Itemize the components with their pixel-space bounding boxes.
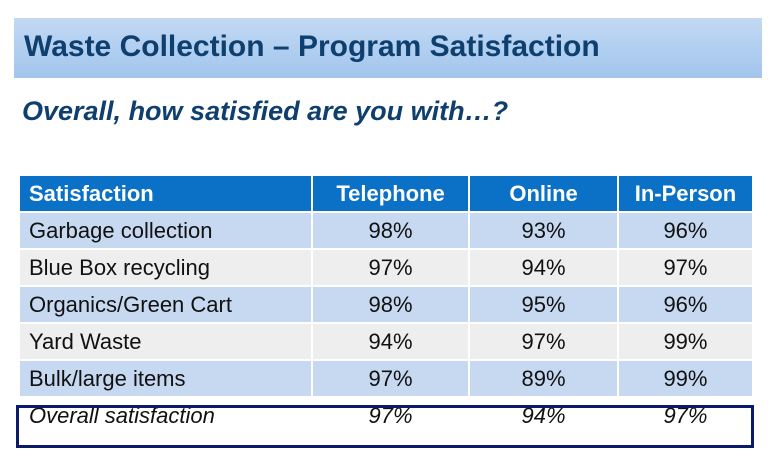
cell-online: 97%: [470, 324, 617, 359]
cell-online: 94%: [470, 250, 617, 285]
table-header-row: Satisfaction Telephone Online In-Person: [20, 176, 752, 211]
cell-in-person: 99%: [618, 324, 752, 359]
title-bar: Waste Collection – Program Satisfaction: [14, 18, 762, 78]
cell-online: 95%: [470, 287, 617, 322]
cell-telephone: 97%: [312, 361, 469, 396]
overall-in-person: 97%: [618, 398, 752, 433]
column-header-satisfaction: Satisfaction: [20, 176, 311, 211]
page-title: Waste Collection – Program Satisfaction: [24, 30, 600, 63]
cell-telephone: 94%: [312, 324, 469, 359]
cell-online: 89%: [470, 361, 617, 396]
column-header-online: Online: [470, 176, 617, 211]
cell-in-person: 96%: [618, 213, 752, 248]
row-label: Yard Waste: [20, 324, 311, 359]
column-header-telephone: Telephone: [312, 176, 469, 211]
cell-telephone: 97%: [312, 250, 469, 285]
overall-satisfaction-row: Overall satisfaction 97% 94% 97%: [20, 398, 752, 433]
satisfaction-table: Satisfaction Telephone Online In-Person …: [18, 174, 754, 435]
row-label: Bulk/large items: [20, 361, 311, 396]
row-label: Blue Box recycling: [20, 250, 311, 285]
cell-in-person: 96%: [618, 287, 752, 322]
table-row: Yard Waste 94% 97% 99%: [20, 324, 752, 359]
column-header-in-person: In-Person: [618, 176, 752, 211]
cell-in-person: 97%: [618, 250, 752, 285]
cell-online: 93%: [470, 213, 617, 248]
row-label: Garbage collection: [20, 213, 311, 248]
table-row: Garbage collection 98% 93% 96%: [20, 213, 752, 248]
overall-online: 94%: [470, 398, 617, 433]
overall-label: Overall satisfaction: [20, 398, 311, 433]
table-row: Blue Box recycling 97% 94% 97%: [20, 250, 752, 285]
cell-in-person: 99%: [618, 361, 752, 396]
overall-telephone: 97%: [312, 398, 469, 433]
table-row: Organics/Green Cart 98% 95% 96%: [20, 287, 752, 322]
cell-telephone: 98%: [312, 287, 469, 322]
cell-telephone: 98%: [312, 213, 469, 248]
page-subtitle: Overall, how satisfied are you with…?: [22, 96, 509, 126]
table-row: Bulk/large items 97% 89% 99%: [20, 361, 752, 396]
row-label: Organics/Green Cart: [20, 287, 311, 322]
